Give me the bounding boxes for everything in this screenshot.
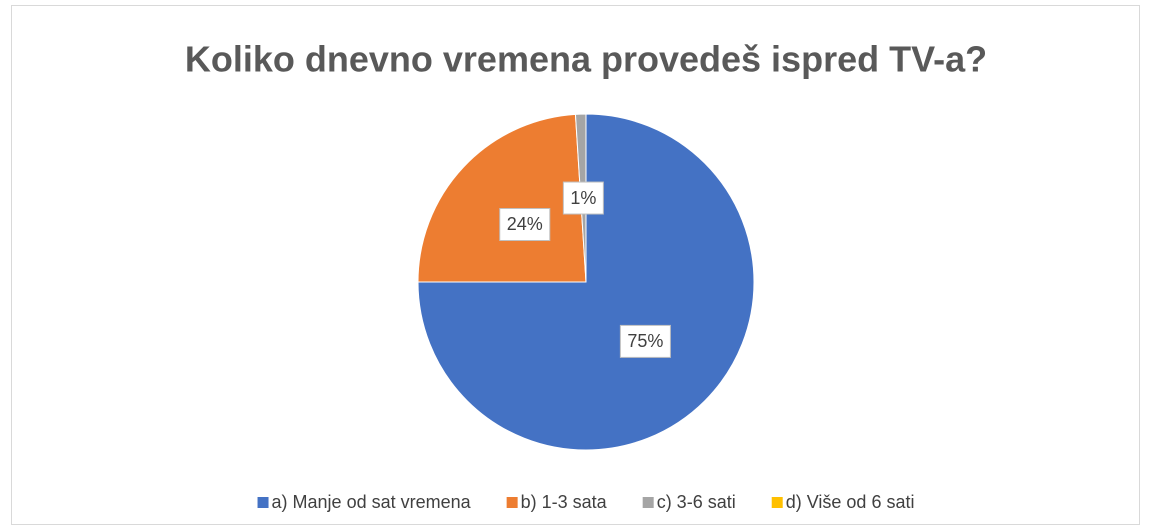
legend-label: b) 1-3 sata <box>521 492 608 512</box>
data-label-box <box>619 324 671 358</box>
data-label: 24% <box>507 214 543 234</box>
data-label: 75% <box>627 331 663 351</box>
data-label: 1% <box>570 188 596 208</box>
legend-label: d) Više od 6 sati <box>786 492 915 512</box>
chart-title: Koliko dnevno vremena provedeš ispred TV… <box>185 39 987 80</box>
legend-swatch <box>642 497 654 508</box>
legend-swatch <box>771 497 783 508</box>
data-label-box <box>562 181 604 215</box>
legend-label: c) 3-6 sati <box>657 492 736 512</box>
legend-label: a) Manje od sat vremena <box>272 492 472 512</box>
pie-slice <box>417 113 755 451</box>
legend-swatch <box>257 497 269 508</box>
data-label-box <box>499 207 551 241</box>
legend-swatch <box>506 497 518 508</box>
